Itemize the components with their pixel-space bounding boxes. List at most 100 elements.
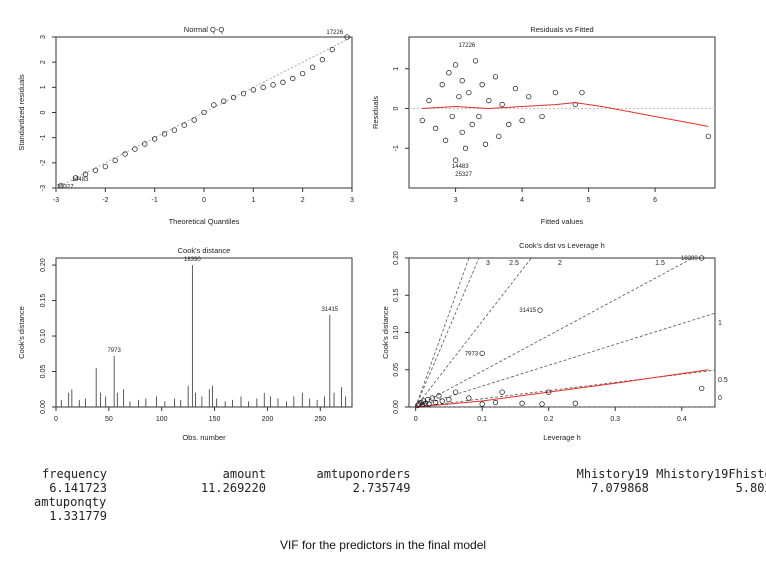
qq-point (161, 131, 168, 137)
y-tick-label-1-1: 0 (393, 106, 400, 110)
residual-point (432, 125, 439, 132)
residual-point (496, 133, 502, 139)
contour-label-6: 0 (718, 395, 722, 402)
qq-point (171, 127, 178, 133)
qq-point (344, 34, 350, 40)
leverage-point (419, 402, 425, 408)
qq-point (102, 163, 108, 170)
leverage-annotation-0: 18390 (681, 256, 698, 262)
contour-line (415, 257, 532, 408)
qq-point (230, 94, 237, 101)
leverage-point (539, 401, 545, 407)
x-axis-label-2: Obs. number (182, 433, 226, 442)
residual-point (439, 82, 445, 88)
y-tick-label-2-1: 0.05 (40, 365, 47, 379)
qq-point (221, 98, 227, 104)
contour-label-5: 0.5 (718, 377, 728, 384)
plot-frame-1 (408, 36, 716, 189)
contour-label-4: 1 (718, 320, 722, 327)
x-tick-label-1-3: 6 (653, 197, 657, 204)
qq-point (211, 102, 217, 108)
x-tick-label-3-4: 0.4 (677, 416, 687, 423)
qq-point (191, 117, 197, 123)
residual-point (506, 121, 512, 128)
qq-point (122, 151, 128, 157)
smooth-line (422, 102, 709, 127)
plot-title-1: Residuals vs Fitted (530, 25, 593, 34)
residual-point (482, 141, 489, 147)
residual-point (452, 62, 459, 68)
y-tick-label-1-2: 1 (393, 67, 400, 71)
cook-annotation-2: 7973 (107, 348, 121, 354)
residual-point (499, 101, 505, 108)
leverage-point (446, 396, 452, 403)
residual-point (539, 113, 545, 120)
leverage-point (492, 399, 499, 406)
leverage-annotation-1: 31415 (519, 308, 536, 314)
residual-point (459, 78, 465, 84)
y-tick-label-2-3: 0.15 (40, 294, 47, 308)
qq-point (142, 141, 148, 147)
plot-frame-3 (408, 257, 716, 408)
residual-point (519, 117, 525, 124)
leverage-point (479, 401, 485, 407)
y-tick-label-3-2: 0.10 (393, 326, 400, 340)
contour-label-3: 1.5 (655, 260, 665, 267)
qq-point (152, 136, 158, 142)
cook-annotation-1: 31415 (321, 307, 338, 313)
y-tick-label-0-1: -2 (40, 160, 47, 166)
leverage-point (429, 395, 435, 401)
leverage-point (699, 255, 705, 261)
residual-point (476, 113, 482, 120)
y-tick-label-3-1: 0.05 (393, 363, 400, 377)
qq-point (329, 46, 335, 53)
x-tick-label-1-2: 5 (587, 197, 591, 204)
y-axis-label-3: Cook's distance (381, 306, 390, 359)
x-tick-label-0-4: 1 (251, 197, 255, 204)
residual-point (526, 93, 532, 100)
y-axis-label-1: Residuals (371, 96, 380, 129)
plot-title-2: Cook's distance (178, 246, 231, 255)
y-tick-label-3-3: 0.15 (393, 288, 400, 302)
vif-line-4: 1.331779 (42, 509, 108, 523)
y-tick-label-1-0: -1 (393, 145, 400, 151)
y-axis-label-0: Standardized residuals (17, 74, 26, 151)
qq-point (58, 182, 64, 189)
residual-point (426, 97, 432, 104)
y-axis-label-2: Cook's distance (17, 306, 26, 359)
qq-annotation-1: 14483 (72, 177, 89, 183)
qq-point (270, 82, 276, 88)
qq-annotation-2: 25327 (57, 184, 74, 190)
x-axis-label-1: Fitted values (541, 217, 584, 226)
plot-frame-2 (55, 257, 353, 408)
qq-point (181, 122, 187, 128)
qq-reference-line (55, 36, 353, 189)
residual-point (419, 117, 425, 124)
residual-annotation-0: 17226 (459, 43, 476, 49)
y-tick-label-0-3: 0 (40, 110, 47, 114)
x-tick-label-2-2: 100 (156, 416, 168, 423)
y-tick-label-0-5: 2 (40, 60, 47, 64)
leverage-point (479, 350, 485, 357)
residual-point (449, 113, 455, 120)
leverage-point (439, 398, 445, 404)
residual-point (486, 97, 492, 104)
qq-point (300, 70, 306, 77)
residual-point (442, 137, 449, 143)
plot-title-3: Cook's dist vs Leverage h (519, 241, 605, 250)
leverage-point (466, 395, 472, 401)
qq-point (319, 57, 326, 63)
residual-point (469, 121, 475, 128)
x-tick-label-2-5: 250 (314, 416, 326, 423)
leverage-point (426, 401, 432, 407)
qq-point (240, 90, 247, 97)
cook-annotation-0: 18390 (184, 257, 201, 263)
qq-point (132, 146, 138, 152)
caption: VIF for the predictors in the final mode… (279, 538, 487, 552)
x-axis-label-0: Theoretical Quantiles (169, 217, 240, 226)
leverage-point (572, 400, 578, 406)
residual-point (552, 89, 558, 96)
contour-line (415, 257, 470, 408)
x-tick-label-2-0: 0 (54, 416, 58, 423)
x-tick-label-3-0: 0 (414, 416, 418, 423)
